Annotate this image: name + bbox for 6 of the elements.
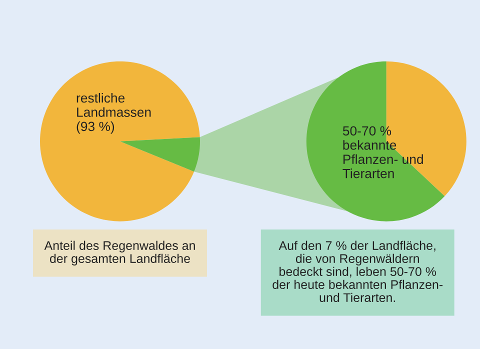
pie-slice: [40, 61, 200, 222]
slice-label: restliche Landmassen (93 %): [76, 92, 151, 134]
text: Anteil des Regenwaldes an der gesamten Landfläche: [44, 240, 195, 266]
text: Auf den 7 % der Landfläche, die von Regenwäldern bedeckt sind, leben 50-70 % der heute bekannten Pflanzen- und Tierarten.: [272, 240, 443, 302]
pie-slice: [120, 137, 200, 172]
pie-slice: [306, 61, 445, 222]
